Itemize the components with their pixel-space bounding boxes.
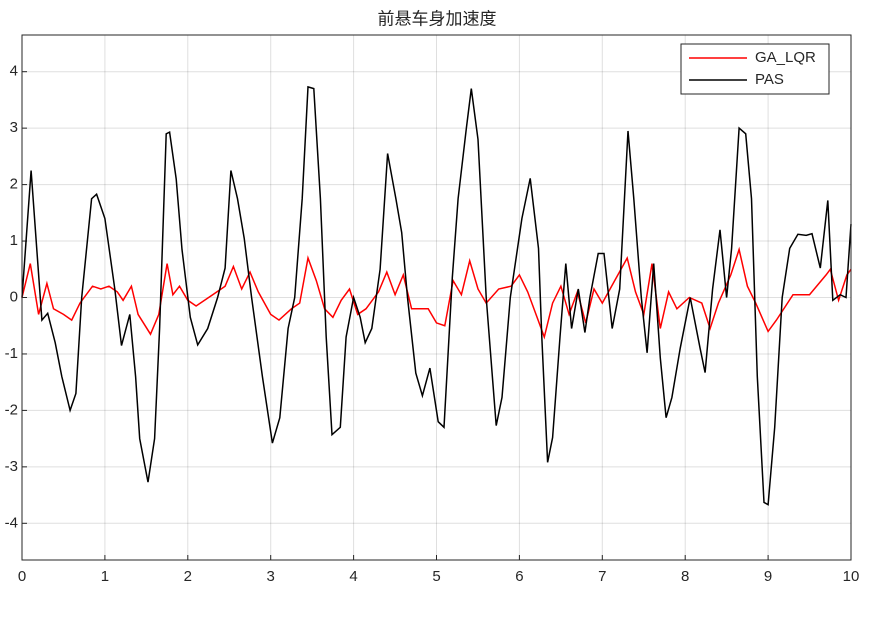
x-tick-label: 4 <box>349 568 357 585</box>
y-tick-label: -1 <box>5 345 18 362</box>
series-line <box>21 246 852 340</box>
x-tick-label: 9 <box>764 568 772 585</box>
y-tick-label: 4 <box>10 63 18 80</box>
x-tick-label: 1 <box>101 568 109 585</box>
x-tick-label: 7 <box>598 568 606 585</box>
x-tick-label: 2 <box>184 568 192 585</box>
y-tick-label: 1 <box>10 232 18 249</box>
x-tick-label: 8 <box>681 568 689 585</box>
plot-frame <box>21 34 852 561</box>
legend-label: PAS <box>755 71 784 88</box>
series-line <box>21 85 852 506</box>
y-tick-label: -3 <box>5 458 18 475</box>
y-tick-label: 2 <box>10 176 18 193</box>
x-tick-label: 0 <box>18 568 26 585</box>
x-tick-label: 6 <box>515 568 523 585</box>
x-tick-label: 3 <box>267 568 275 585</box>
chart-title: 前悬车身加速度 <box>378 9 497 28</box>
legend-box <box>680 43 830 95</box>
y-tick-label: 0 <box>10 288 18 305</box>
y-tick-label: -2 <box>5 401 18 418</box>
x-tick-label: 5 <box>432 568 440 585</box>
x-tick-label: 10 <box>843 568 860 585</box>
legend-label: GA_LQR <box>755 49 816 66</box>
y-tick-label: 3 <box>10 119 18 136</box>
y-tick-label: -4 <box>5 514 18 531</box>
